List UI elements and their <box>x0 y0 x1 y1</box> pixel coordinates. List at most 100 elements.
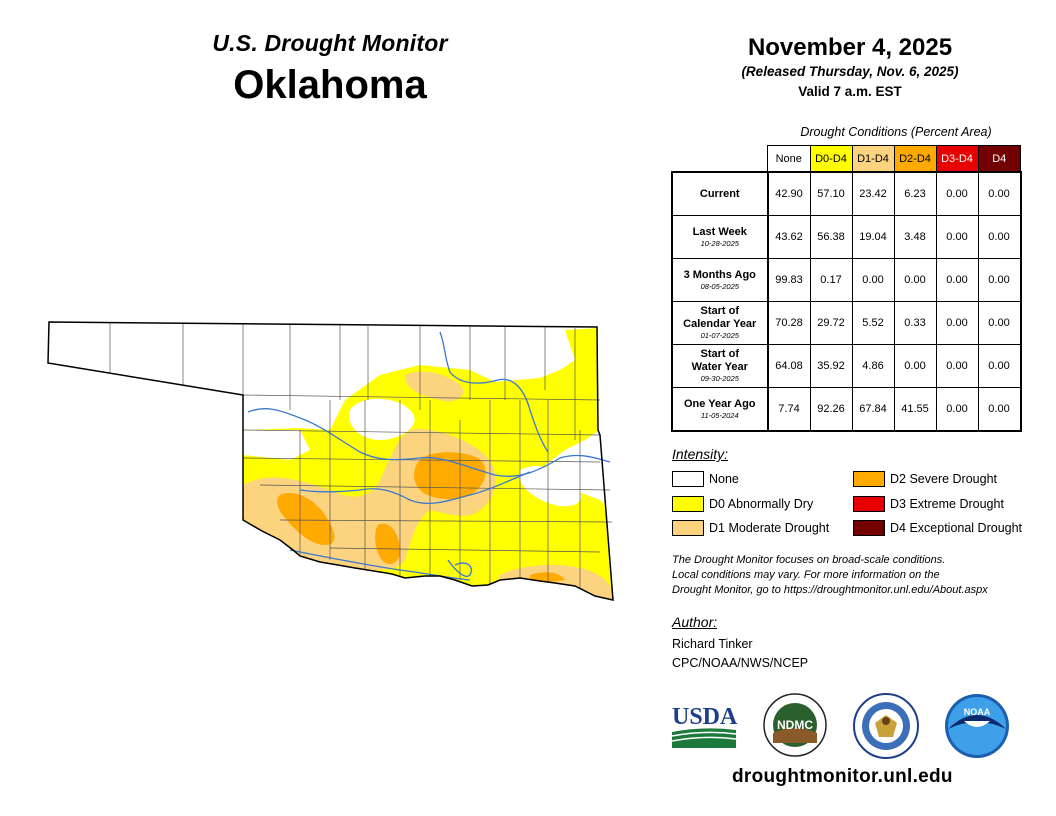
row-date: 08-05-2025 <box>700 281 739 291</box>
table-cell: 41.55 <box>893 387 937 432</box>
table-caption: Drought Conditions (Percent Area) <box>800 125 992 139</box>
row-label-text: Last Week <box>692 225 747 238</box>
none-holes <box>243 398 582 507</box>
table-cell: 0.00 <box>977 171 1021 216</box>
table-cell: 57.10 <box>809 171 853 216</box>
row-label-text: One Year Ago <box>683 397 756 410</box>
table-cell: 6.23 <box>893 171 937 216</box>
column-header: D2-D4 <box>893 145 937 173</box>
county-lines <box>109 323 613 588</box>
doc-seal-logo <box>853 693 919 759</box>
row-date: 10-28-2025 <box>700 238 739 248</box>
column-header: None <box>767 145 811 173</box>
legend-label: D4 Exceptional Drought <box>890 521 1023 535</box>
disclaimer-note: The Drought Monitor focuses on broad-sca… <box>672 553 1042 598</box>
table-cell: 99.83 <box>767 258 811 302</box>
table-cell: 92.26 <box>809 387 853 432</box>
valid-time: Valid 7 a.m. EST <box>798 84 902 99</box>
release-date: (Released Thursday, Nov. 6, 2025) <box>741 64 959 79</box>
legend-item-d3: D3 Extreme Drought <box>853 496 1004 512</box>
table-row: Last Week 10-28-2025 43.62 56.38 19.04 3.48 0.… <box>671 215 1021 259</box>
row-label: Current <box>671 171 769 216</box>
table-row: 3 Months Ago 08-05-2025 99.83 0.17 0.00 0.00 0… <box>671 258 1021 302</box>
table-cell: 5.52 <box>851 301 895 345</box>
table-body: Current 42.90 57.10 23.42 6.23 0.00 0.00 Last W… <box>671 171 1021 432</box>
row-label-text: 3 Months Ago <box>683 268 756 281</box>
table-cell: 29.72 <box>809 301 853 345</box>
table-cell: 0.00 <box>935 171 979 216</box>
note-line: Local conditions may vary. For more info… <box>672 569 940 581</box>
row-label: Start of Calendar Year 01-07-2025 <box>671 301 769 345</box>
column-header: D3-D4 <box>935 145 979 173</box>
state-title: Oklahoma <box>233 63 427 107</box>
table-row: Start of Calendar Year 01-07-2025 70.28 29.7… <box>671 301 1021 345</box>
table-cell: 0.00 <box>893 344 937 388</box>
legend-item-d4: D4 Exceptional Drought <box>853 520 1022 536</box>
legend-title: Intensity: <box>672 446 729 462</box>
legend-item-none: None <box>672 471 739 487</box>
author-name: Richard Tinker <box>672 637 753 651</box>
table-cell: 56.38 <box>809 215 853 259</box>
legend-label: D0 Abnormally Dry <box>709 497 814 511</box>
noaa-logo-text: NOAA <box>964 707 991 717</box>
table-cell: 0.00 <box>977 344 1021 388</box>
note-line: Drought Monitor, go to https://droughtmo… <box>672 584 988 596</box>
table-cell: 0.00 <box>977 258 1021 302</box>
legend-label: D1 Moderate Drought <box>709 521 830 535</box>
table-row: One Year Ago 11-05-2024 7.74 92.26 67.84 41.5… <box>671 387 1021 432</box>
row-label: Last Week 10-28-2025 <box>671 215 769 259</box>
drought-conditions-table: None D0-D4 D1-D4 D2-D4 D3-D4 D4 Current 42.90 5… <box>671 145 1022 432</box>
table-cell: 0.33 <box>893 301 937 345</box>
table-row: Current 42.90 57.10 23.42 6.23 0.00 0.00 <box>671 171 1021 216</box>
table-cell: 19.04 <box>851 215 895 259</box>
row-label-text: Water Year <box>691 361 748 373</box>
noaa-logo: NOAA <box>945 694 1009 758</box>
footer-site-url[interactable]: droughtmonitor.unl.edu <box>732 766 953 787</box>
legend-swatch <box>672 471 704 487</box>
oklahoma-drought-map <box>47 321 614 601</box>
table-cell: 64.08 <box>767 344 811 388</box>
table-cell: 0.00 <box>977 215 1021 259</box>
legend-swatch <box>672 520 704 536</box>
row-date: 11-05-2024 <box>700 410 739 420</box>
table-cell: 0.17 <box>809 258 853 302</box>
table-cell: 0.00 <box>935 215 979 259</box>
table-cell: 35.92 <box>809 344 853 388</box>
map-header: U.S. Drought Monitor Oklahoma <box>160 30 500 108</box>
table-cell: 0.00 <box>935 387 979 432</box>
table-cell: 4.86 <box>851 344 895 388</box>
brand-title: U.S. Drought Monitor <box>212 30 448 56</box>
state-outline <box>47 321 614 601</box>
legend-item-d2: D2 Severe Drought <box>853 471 997 487</box>
table-cell: 0.00 <box>851 258 895 302</box>
row-label: 3 Months Ago 08-05-2025 <box>671 258 769 302</box>
author-label: Author: <box>672 614 718 630</box>
map-date: November 4, 2025 <box>747 34 953 61</box>
row-label-text: Calendar Year <box>683 318 757 330</box>
usda-logo-text: USDA <box>672 704 738 730</box>
note-line: The Drought Monitor focuses on broad-sca… <box>672 554 946 566</box>
author-org: CPC/NOAA/NWS/NCEP <box>672 656 809 670</box>
table-row: Start of Water Year 09-30-2025 64.08 35.92 4.… <box>671 344 1021 388</box>
table-cell: 42.90 <box>767 171 811 216</box>
table-cell: 0.00 <box>935 344 979 388</box>
table-cell: 0.00 <box>977 301 1021 345</box>
legend-swatch <box>853 520 885 536</box>
row-date: 01-07-2025 <box>700 331 739 340</box>
table-cell: 67.84 <box>851 387 895 432</box>
usda-logo: USDA <box>671 704 738 748</box>
table-cell: 0.00 <box>893 258 937 302</box>
table-cell: 0.00 <box>935 301 979 345</box>
rivers <box>247 331 611 581</box>
header-blank <box>672 146 768 173</box>
table-cell: 23.42 <box>851 171 895 216</box>
column-header: D0-D4 <box>809 145 853 173</box>
ndmc-logo-text: NDMC <box>777 718 813 732</box>
date-header: November 4, 2025 (Released Thursday, Nov… <box>700 34 1000 99</box>
column-header: D4 <box>977 145 1021 173</box>
row-label-text: Start of <box>700 305 740 317</box>
legend-swatch <box>672 496 704 512</box>
legend-swatch <box>853 496 885 512</box>
row-label: One Year Ago 11-05-2024 <box>671 387 769 432</box>
table-cell: 0.00 <box>977 387 1021 432</box>
